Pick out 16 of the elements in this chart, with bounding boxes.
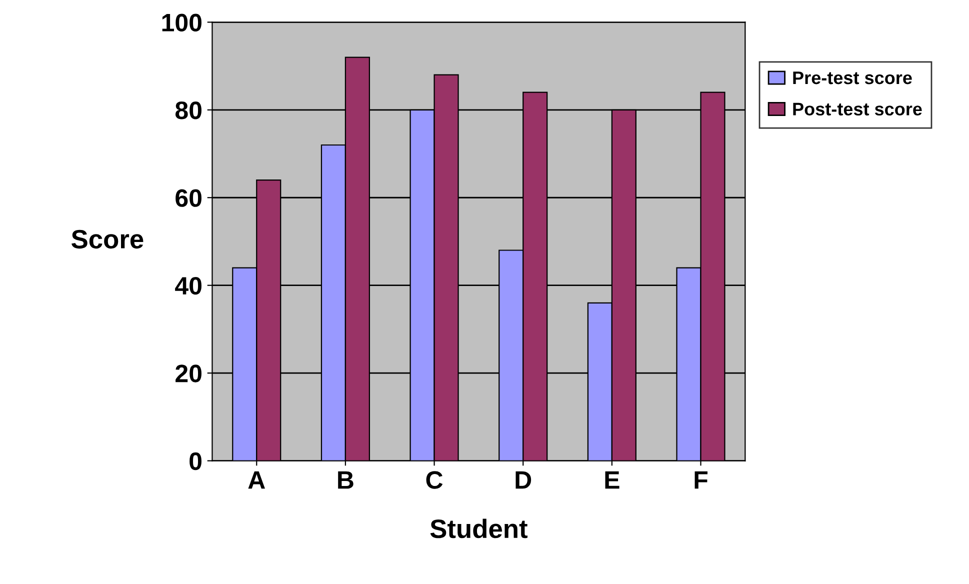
y-tick-label: 60 [176, 189, 202, 207]
x-axis-title: Student [430, 518, 528, 538]
x-tick-label: B [338, 471, 354, 489]
y-tick-label: 80 [175, 102, 202, 120]
y-tick-label: 100 [162, 14, 202, 32]
legend-label: Pre-test score [793, 72, 912, 84]
y-axis-title: Score [72, 230, 144, 249]
x-tick-label: C [426, 471, 443, 489]
legend-label: Post-test score [793, 102, 922, 116]
x-tick-label: F [694, 471, 708, 489]
x-tick-label: D [516, 471, 532, 489]
y-tick-label: 40 [175, 276, 202, 295]
y-tick-label: 20 [176, 364, 202, 382]
x-tick-label: E [605, 471, 620, 489]
y-tick-label: 0 [190, 452, 202, 470]
x-tick-label: A [248, 471, 265, 489]
